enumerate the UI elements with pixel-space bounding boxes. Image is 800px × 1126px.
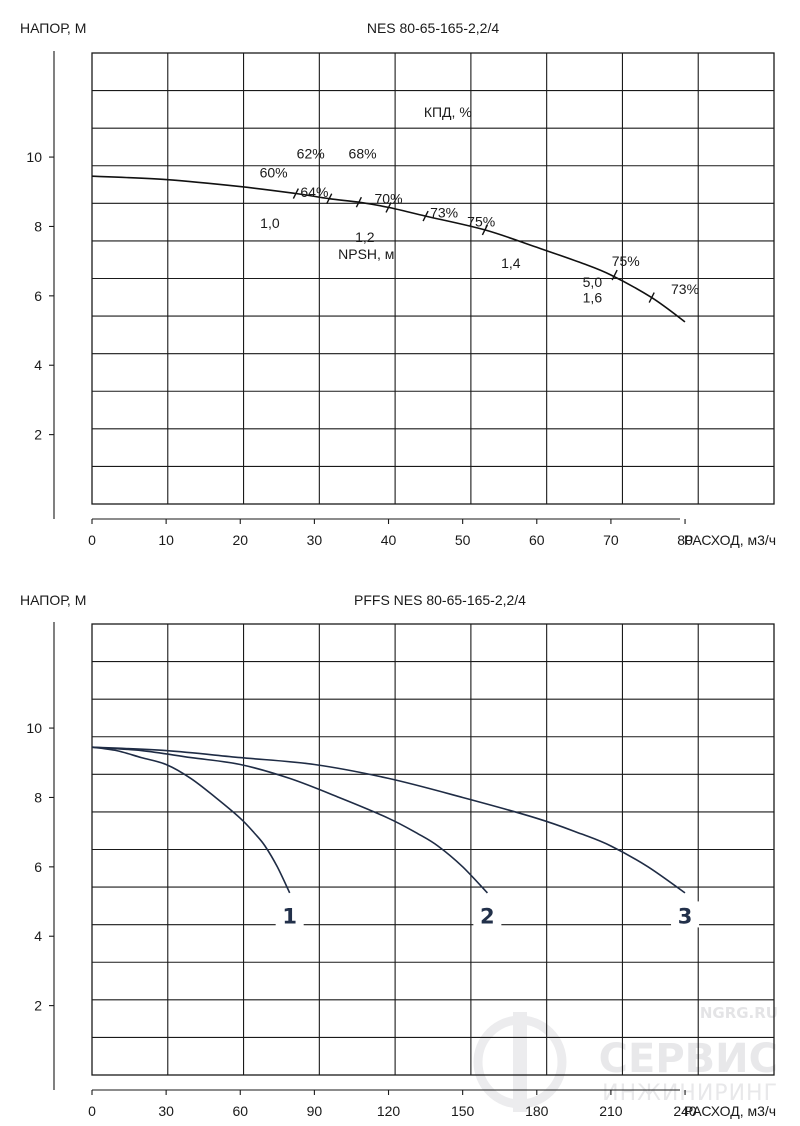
chart-pffs: НАПОР, М PFFS NES 80-65-165-2,2/4 РАСХОД… — [20, 592, 776, 1119]
x-tick-label: 50 — [455, 532, 471, 548]
watermark-line2: ИНЖИНИРИНГ — [602, 1081, 778, 1106]
chart-pffs-series — [91, 746, 686, 894]
curve-tick-mark — [611, 269, 618, 281]
watermark: NGRG.RU СЕРВИС ИНЖИНИРИНГ — [473, 1004, 778, 1112]
annotation-label: 75% — [612, 253, 640, 269]
series-curve-2 — [91, 746, 488, 894]
y-tick-label: 10 — [26, 149, 42, 165]
chart-nes-ylabel: НАПОР, М — [20, 20, 86, 36]
y-tick-label: 8 — [34, 218, 42, 234]
annotation-label: 73% — [671, 281, 699, 297]
x-tick-label: 210 — [599, 1103, 623, 1119]
watermark-logo-icon — [473, 1012, 567, 1112]
x-tick-label: 240 — [673, 1103, 697, 1119]
x-tick-label: 80 — [677, 532, 693, 548]
annotation-label: NPSH, м — [338, 246, 394, 262]
annotation-label: 60% — [260, 165, 288, 181]
y-tick-label: 6 — [34, 288, 42, 304]
curve-label-1: 1 — [282, 904, 297, 928]
annotation-label: 68% — [349, 146, 377, 162]
x-tick-label: 20 — [232, 532, 248, 548]
x-tick-label: 150 — [451, 1103, 475, 1119]
annotation-label: 75% — [467, 213, 495, 229]
curve-tick-mark — [648, 292, 655, 303]
curve-tick-mark — [481, 224, 489, 236]
chart-pffs-axes — [49, 622, 686, 1095]
x-tick-label: 90 — [307, 1103, 323, 1119]
annotation-label: 62% — [297, 146, 325, 162]
curve-label-bg — [275, 901, 304, 928]
watermark-url: NGRG.RU — [700, 1004, 778, 1022]
x-tick-label: 30 — [307, 532, 323, 548]
x-tick-label: 0 — [88, 532, 96, 548]
curve-tick-mark — [422, 210, 429, 222]
annotation-label: 64% — [300, 184, 328, 200]
curve-tick-mark — [292, 188, 299, 199]
x-tick-label: 30 — [158, 1103, 174, 1119]
y-tick-label: 6 — [34, 859, 42, 875]
y-tick-label: 2 — [34, 427, 42, 443]
annotation-label: 1,6 — [583, 290, 603, 306]
chart-nes-tick-labels: 2 4 6 8 10 0 10 20 30 40 50 60 70 80 — [26, 149, 693, 548]
y-tick-label: 4 — [34, 357, 42, 373]
chart-pffs-curve-labels: 1 2 3 — [275, 901, 700, 928]
chart-nes-title: NES 80-65-165-2,2/4 — [367, 20, 500, 36]
y-tick-label: 8 — [34, 789, 42, 805]
y-tick-label: 4 — [34, 928, 42, 944]
curve-label-bg — [671, 901, 700, 928]
x-tick-label: 60 — [232, 1103, 248, 1119]
x-tick-label: 0 — [88, 1103, 96, 1119]
chart-pffs-tick-labels: 2 4 6 8 10 0 30 60 90 120 150 180 210 240 — [26, 720, 697, 1119]
annotation-label: КПД, % — [424, 104, 472, 120]
series-curve-1 — [91, 175, 686, 323]
curve-tick-mark — [326, 193, 333, 205]
watermark-line1: СЕРВИС — [599, 1036, 778, 1082]
series-curve-1 — [91, 746, 291, 894]
annotation-label: 70% — [375, 191, 403, 207]
annotation-label: 1,0 — [260, 215, 280, 231]
curve-label-2: 2 — [480, 904, 495, 928]
annotation-label: 1,4 — [501, 255, 521, 271]
series-curve-3 — [91, 746, 686, 894]
chart-nes-grid — [91, 52, 775, 505]
x-tick-label: 10 — [158, 532, 174, 548]
chart-nes-xlabel: РАСХОД, м3/ч — [684, 532, 776, 548]
curve-tick-mark — [355, 196, 362, 208]
chart-pffs-ylabel: НАПОР, М — [20, 592, 86, 608]
chart-pffs-grid — [91, 623, 775, 1076]
chart-pffs-xlabel: РАСХОД, м3/ч — [684, 1103, 776, 1119]
chart-pffs-title: PFFS NES 80-65-165-2,2/4 — [354, 592, 526, 608]
chart-nes-axes — [49, 51, 686, 524]
curve-label-3: 3 — [678, 904, 693, 928]
annotation-label: 5,0 — [583, 274, 603, 290]
annotation-label: 73% — [430, 205, 458, 221]
annotation-label: 1,2 — [355, 229, 375, 245]
x-tick-label: 120 — [377, 1103, 401, 1119]
curve-label-bg — [473, 901, 502, 928]
x-tick-label: 40 — [381, 532, 397, 548]
y-tick-label: 10 — [26, 720, 42, 736]
chart-nes: НАПОР, М NES 80-65-165-2,2/4 РАСХОД, м3/… — [20, 20, 776, 548]
x-tick-label: 180 — [525, 1103, 549, 1119]
curve-tick-mark — [385, 202, 392, 213]
y-tick-label: 2 — [34, 998, 42, 1014]
x-tick-label: 60 — [529, 532, 545, 548]
chart-nes-series — [91, 175, 686, 323]
x-tick-label: 70 — [603, 532, 619, 548]
